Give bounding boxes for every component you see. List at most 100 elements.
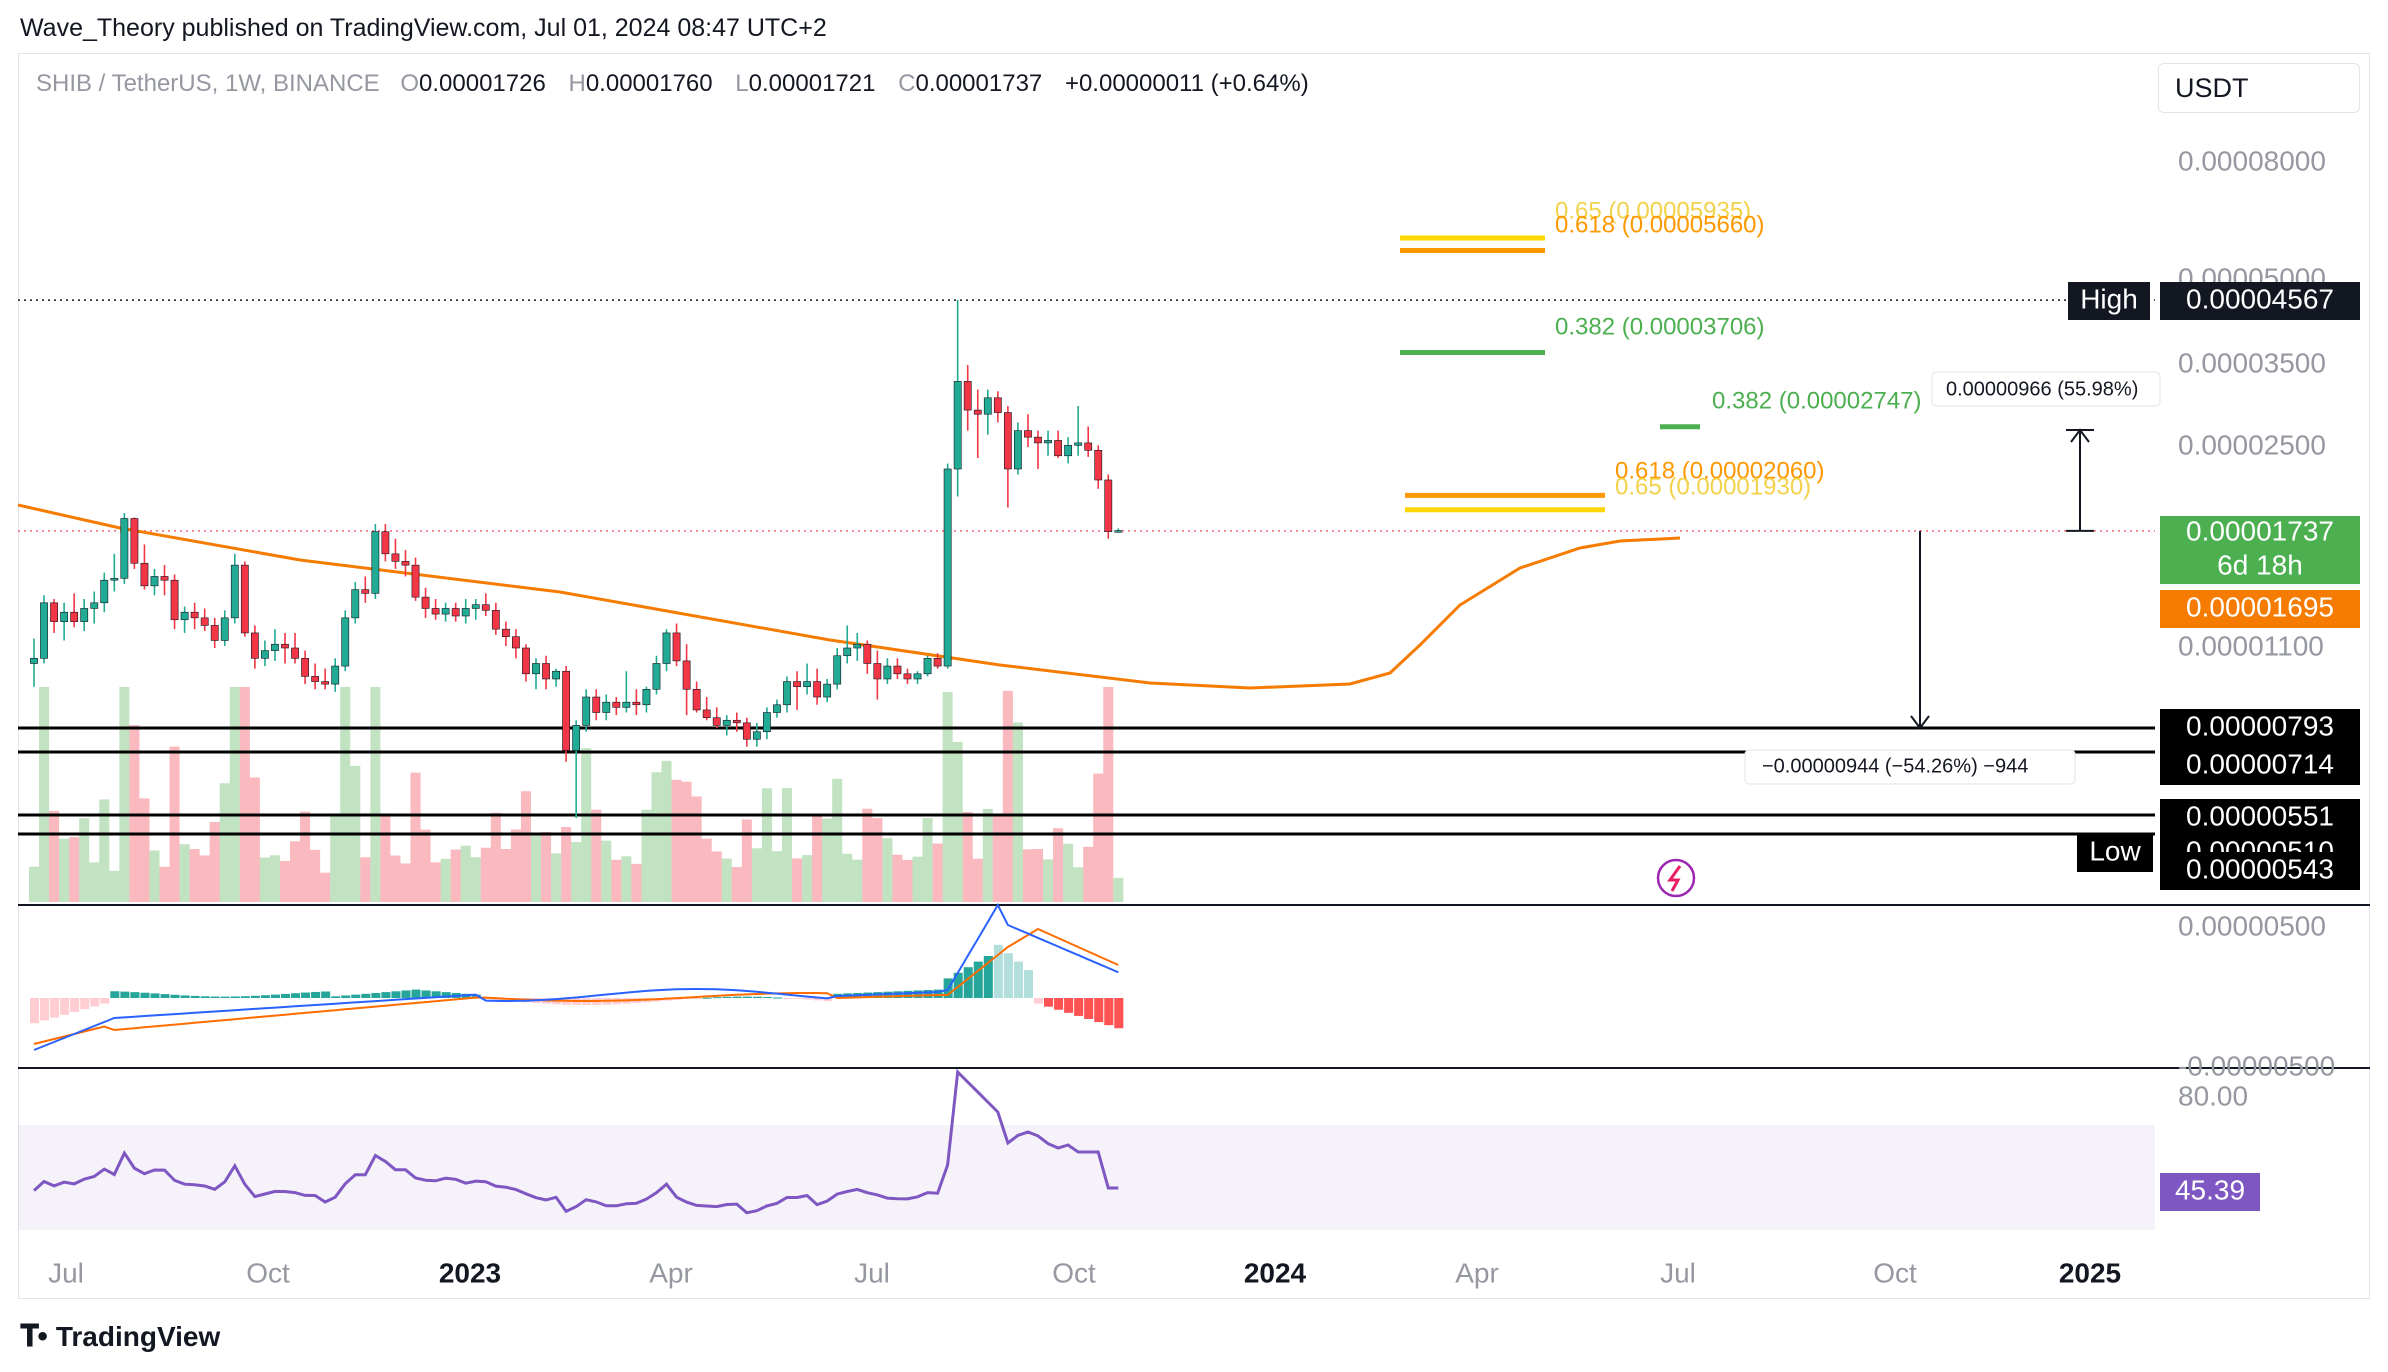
candle-body — [441, 608, 450, 615]
candle-body — [953, 381, 962, 470]
candle-body — [542, 663, 550, 680]
volume-bar — [340, 687, 351, 902]
candle-body — [1014, 430, 1022, 470]
fib-level-label: 0.618 (0.00005660) — [1555, 211, 1765, 238]
volume-bar — [89, 862, 100, 902]
currency-button[interactable]: USDT — [2158, 63, 2360, 113]
macd-histogram-bar — [160, 994, 170, 998]
candle-body — [50, 602, 58, 622]
volume-bar — [370, 687, 381, 902]
candle-body — [30, 658, 38, 664]
candle-body — [883, 665, 892, 680]
volume-bar — [1012, 722, 1023, 902]
ema-value-badge: 0.00001695 — [2160, 590, 2360, 628]
candle-body — [301, 658, 309, 677]
high-marker-value: 0.00004567 — [2160, 282, 2360, 320]
macd-histogram-bar — [421, 990, 431, 998]
macd-histogram-bar — [913, 990, 923, 998]
volume-bar — [159, 866, 170, 902]
macd-histogram-bar — [250, 995, 260, 998]
candle-body — [712, 717, 721, 726]
time-axis-label: Oct — [1873, 1257, 1917, 1288]
volume-bar — [822, 818, 833, 902]
measure-up-box — [1931, 371, 2161, 407]
volume-bar — [1043, 859, 1054, 902]
macd-histogram-bar — [70, 998, 80, 1012]
macd-histogram-bar — [291, 993, 301, 998]
macd-histogram-bar — [893, 991, 903, 998]
volume-bar — [812, 815, 823, 902]
price-axis-label: 0.00008000 — [2178, 145, 2326, 176]
chart-frame — [18, 53, 2370, 1299]
candle-body — [261, 650, 269, 659]
open-value: 0.00001726 — [419, 70, 546, 97]
volume-bar — [360, 857, 371, 902]
support-level-badge-text: 0.00000714 — [2186, 748, 2334, 779]
volume-bar — [611, 859, 622, 902]
macd-histogram-bar — [752, 996, 762, 998]
volume-bar — [701, 838, 712, 902]
volume-bar — [581, 748, 592, 902]
macd-histogram-bar — [220, 996, 230, 998]
macd-histogram-bar — [1013, 961, 1023, 998]
volume-bar — [982, 808, 993, 902]
support-level-badge: 0.00000551 — [2160, 799, 2360, 837]
candle-body — [471, 604, 480, 609]
candle-body — [130, 518, 139, 564]
volume-bar — [300, 811, 311, 902]
macd-histogram-bar — [692, 998, 702, 999]
symbol-label[interactable]: SHIB / TetherUS, 1W, BINANCE — [36, 70, 380, 97]
macd-histogram-bar — [411, 989, 421, 998]
candle-body — [833, 655, 842, 685]
macd-histogram-bar — [782, 998, 793, 999]
candle-body — [562, 670, 571, 751]
candle-body — [200, 617, 209, 626]
volume-bar — [771, 851, 782, 902]
high-marker-label-bg — [2068, 282, 2150, 320]
tradingview-logo-icon: 𝐓• — [20, 1320, 48, 1353]
volume-bar — [721, 858, 732, 902]
rsi-line — [32, 1068, 1119, 1215]
macd-histogram-bar — [60, 998, 70, 1015]
flash-icon-bolt — [1667, 865, 1682, 892]
macd-histogram-bar — [150, 993, 160, 998]
candle-body — [90, 602, 99, 609]
candle-body — [431, 608, 440, 615]
candle-body — [662, 632, 671, 664]
macd-histogram-bar — [431, 991, 441, 998]
candle-body — [190, 611, 199, 619]
candle-body — [572, 725, 581, 751]
macd-histogram-bar — [50, 998, 60, 1018]
macd-histogram-bar — [823, 998, 833, 1002]
support-level-badge: 0.00000793 — [2160, 709, 2360, 747]
macd-histogram-bar — [471, 994, 481, 998]
macd-histogram-bar — [80, 998, 90, 1010]
candle-body — [823, 683, 832, 698]
volume-bar — [872, 818, 883, 902]
rsi-value-badge-text: 45.39 — [2175, 1174, 2245, 1205]
candle-body — [983, 397, 992, 415]
macd-histogram-bar — [963, 967, 973, 998]
volume-bar — [631, 863, 642, 902]
candle-body — [1064, 445, 1073, 457]
brand-label: TradingView — [55, 1321, 221, 1352]
candle-body — [652, 663, 661, 690]
candle-body — [160, 576, 169, 581]
price-axis-label: 0.00001100 — [2178, 630, 2324, 661]
last-price-badge-bg — [2160, 516, 2360, 584]
candle-body — [80, 608, 89, 622]
tradingview-logo[interactable]: 𝐓• TradingView — [20, 1320, 220, 1354]
candle-body — [913, 673, 922, 680]
macd-histogram-bar — [361, 993, 371, 998]
high-key: H — [568, 70, 586, 97]
candle-body — [622, 701, 631, 708]
candle-body — [60, 611, 69, 622]
volume-bar — [199, 855, 210, 902]
macd-histogram-bar — [1044, 998, 1054, 1007]
volume-bar — [962, 812, 973, 902]
macd-histogram-bar — [130, 992, 140, 998]
volume-bar — [1002, 690, 1013, 902]
candle-body — [1054, 440, 1062, 457]
volume-bar — [561, 827, 572, 902]
